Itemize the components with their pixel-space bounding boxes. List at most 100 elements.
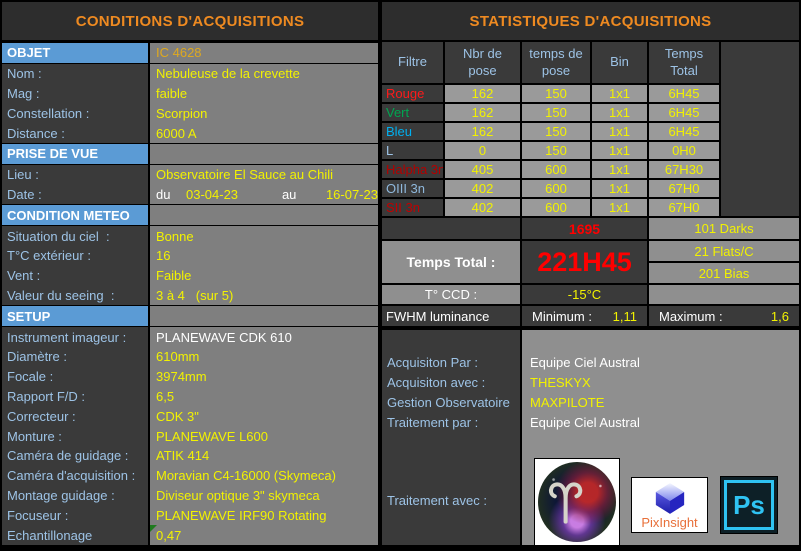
field-row: Diamètre : 610mm <box>2 346 378 367</box>
field-row: Constellation : Scorpion <box>2 103 378 124</box>
value-text: faible <box>156 85 188 101</box>
fwhm-max-value: 1,6 <box>770 308 789 324</box>
field-row: Echantillonage 0,47 <box>2 525 378 545</box>
temps-total-value: 6H45 <box>649 85 719 102</box>
value-text: 3974mm <box>156 369 207 385</box>
field-row: Vent : Faible <box>2 265 378 286</box>
acquisition-par-label: Acquisiton Par : <box>387 354 479 370</box>
temps-total-value: 67H0 <box>649 199 719 216</box>
filter-name: Rouge <box>382 85 443 102</box>
field-label: Nom : <box>2 63 150 84</box>
field-label: Caméra de guidage : <box>2 445 150 466</box>
col-header-filtre: Filtre <box>382 42 443 83</box>
field-value: Faible <box>150 265 378 286</box>
field-label: Vent : <box>2 265 150 286</box>
value-text: 6,5 <box>156 388 175 404</box>
value-text: PLANEWAVE IRF90 Rotating <box>156 507 327 523</box>
section-header: SETUP <box>2 306 150 327</box>
field-value: Moravian C4-16000 (Skymeca) <box>150 465 378 486</box>
filter-name: Halpha 3n <box>382 161 443 178</box>
traitement-avec-label: Traitement avec : <box>387 492 487 508</box>
field-label: Lieu : <box>2 164 150 185</box>
filter-name: OIII 3n <box>382 180 443 197</box>
date-part: au <box>281 186 297 202</box>
field-label: Distance : <box>2 123 150 143</box>
date-part: 16-07-23 <box>325 186 378 202</box>
temps-pose-value: 600 <box>522 161 590 178</box>
field-label: Date : <box>2 184 150 205</box>
field-value: 6,5 <box>150 386 378 407</box>
field-label: Constellation : <box>2 103 150 124</box>
field-value: Observatoire El Sauce au Chili <box>150 164 378 185</box>
field-label: Mag : <box>2 83 150 104</box>
aries-symbol-icon <box>548 482 582 524</box>
field-value: Nebuleuse de la crevette <box>150 63 378 84</box>
filter-name: L <box>382 142 443 159</box>
field-value: Diviseur optique 3" skymeca <box>150 485 378 506</box>
temps-pose-value: 150 <box>522 85 590 102</box>
comment-marker-icon <box>150 525 157 533</box>
acquisition-par-value: Equipe Ciel Austral <box>530 354 640 370</box>
section-row: CONDITION METEO <box>2 204 378 227</box>
temps-pose-value: 150 <box>522 142 590 159</box>
pixinsight-logo: PixInsight <box>631 477 708 533</box>
section-row: SETUP <box>2 305 378 328</box>
temps-total-value: 0H0 <box>649 142 719 159</box>
fwhm-min-label: Minimum : <box>532 308 592 324</box>
fwhm-min-value: 1,11 <box>612 308 637 324</box>
temps-pose-value: 150 <box>522 104 590 121</box>
total-frames-value: 1695 <box>522 218 647 239</box>
field-label: Correcteur : <box>2 406 150 427</box>
field-value: Scorpion <box>150 103 378 124</box>
fwhm-label: FWHM luminance <box>382 306 520 326</box>
conditions-table: OBJET IC 4628 Nom : Nebuleuse de la crevett… <box>2 42 378 545</box>
value-text: Bonne <box>156 228 194 244</box>
value-text: Moravian C4-16000 (Skymeca) <box>156 468 336 484</box>
section-row: PRISE DE VUE <box>2 142 378 165</box>
temps-pose-value: 150 <box>522 123 590 140</box>
col-header-temps-pose: temps de pose <box>522 42 590 83</box>
field-label: Monture : <box>2 426 150 446</box>
field-row: Nom : Nebuleuse de la crevette <box>2 63 378 84</box>
conditions-panel: CONDITIONS D'ACQUISITIONS OBJET IC 4628 No… <box>2 2 378 545</box>
field-row: Monture : PLANEWAVE L600 <box>2 426 378 446</box>
bin-value: 1x1 <box>592 161 647 178</box>
field-value: IC 4628 <box>150 43 378 63</box>
gestion-observatoire-value: MAXPILOTE <box>530 394 605 410</box>
bin-value: 1x1 <box>592 142 647 159</box>
value-text: 0,47 <box>156 527 182 543</box>
field-row: T°C extérieur : 16 <box>2 245 378 266</box>
field-label: Focale : <box>2 366 150 387</box>
bin-value: 1x1 <box>592 180 647 197</box>
filter-name: Vert <box>382 104 443 121</box>
temps-total-value: 221H45 <box>522 241 647 283</box>
temps-total-value: 67H30 <box>649 161 719 178</box>
value-text: Diviseur optique 3" skymeca <box>156 487 320 503</box>
nbr-pose-value: 162 <box>445 85 520 102</box>
bias-count: 201 Bias <box>649 263 799 283</box>
section-header: OBJET <box>2 43 150 63</box>
filter-name: SII 3n <box>382 199 443 216</box>
field-value: du 03-04-23 au 16-07-23 <box>150 184 378 205</box>
empty-cell <box>649 285 799 304</box>
conditions-title: CONDITIONS D'ACQUISITIONS <box>2 2 378 42</box>
field-row: Caméra de guidage : ATIK 414 <box>2 445 378 466</box>
pixinsight-cube-icon <box>655 483 684 514</box>
field-value: 0,47 <box>150 525 378 545</box>
temps-pose-value: 600 <box>522 180 590 197</box>
photoshop-logo: Ps <box>720 476 778 534</box>
field-row: Caméra d'acquisition : Moravian C4-16000 … <box>2 465 378 486</box>
darks-count: 101 Darks <box>649 218 799 239</box>
field-value: 3 à 4 (sur 5) <box>150 285 378 306</box>
flats-count: 21 Flats/C <box>649 241 799 261</box>
ccd-temp-value: -15°C <box>522 285 647 304</box>
field-value <box>150 306 378 327</box>
temps-pose-value: 600 <box>522 199 590 216</box>
field-value: 6000 A <box>150 123 378 143</box>
field-label: Rapport F/D : <box>2 386 150 407</box>
fwhm-minimum: Minimum : 1,11 <box>522 306 647 326</box>
field-label: Valeur du seeing : <box>2 285 150 306</box>
pixinsight-wordmark: PixInsight <box>641 515 698 530</box>
section-row: OBJET IC 4628 <box>2 42 378 64</box>
value-text: IC 4628 <box>156 45 202 61</box>
